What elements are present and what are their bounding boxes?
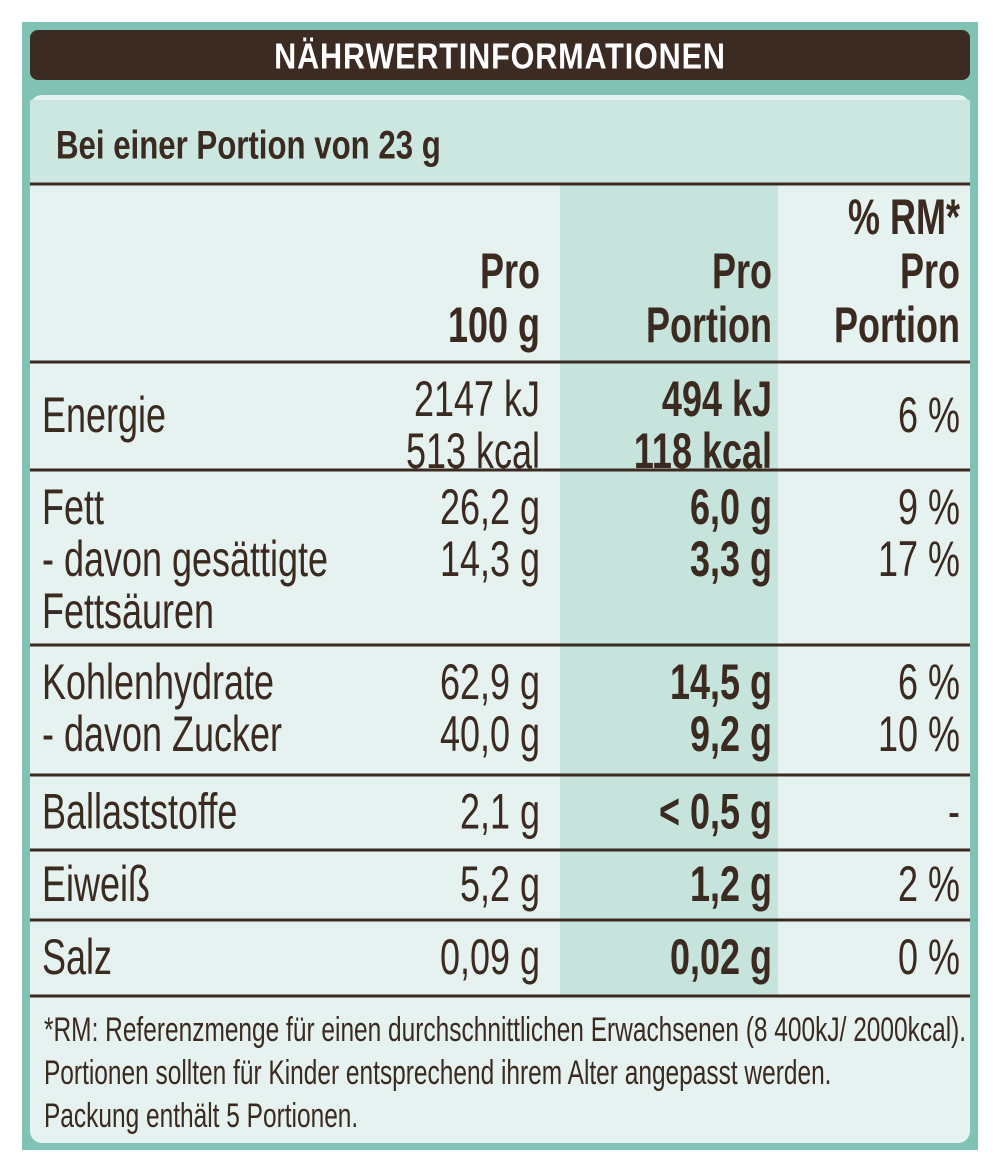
row-label: Ballaststoffe [42, 785, 237, 840]
row-label: Fett [42, 480, 104, 535]
cell-value: 5,2 g [460, 857, 540, 912]
row-label: Salz [42, 930, 112, 985]
cell-value: 40,0 g [440, 707, 540, 762]
row-label: - davon Zucker [42, 707, 282, 762]
row-label: Kohlenhydrate [42, 655, 274, 710]
cell-value: 2 % [898, 857, 960, 912]
subtitle-band [30, 100, 970, 184]
cell-value: 118 kcal [634, 424, 772, 479]
row-label: - davon gesättigte [42, 532, 328, 587]
column-header: Pro [480, 244, 540, 299]
footnote-line: Packung enthält 5 Portionen. [44, 1097, 358, 1135]
row-label: Eiweiß [42, 857, 150, 912]
footnote-line: Portionen sollten für Kinder entsprechen… [44, 1054, 831, 1092]
cell-value: 6,0 g [690, 480, 772, 535]
cell-value: 494 kJ [662, 372, 772, 427]
cell-value: 17 % [878, 532, 960, 587]
cell-value: 513 kcal [406, 424, 540, 479]
header-bar [30, 30, 970, 80]
cell-value: 26,2 g [440, 480, 540, 535]
cell-value: 14,3 g [440, 532, 540, 587]
cell-value: < 0,5 g [659, 785, 772, 840]
column-header: % RM* [848, 190, 960, 245]
cell-value: 0 % [898, 930, 960, 985]
cell-value: 62,9 g [440, 655, 540, 710]
cell-value: 14,5 g [670, 655, 772, 710]
footnote-line: *RM: Referenzmenge für einen durchschnit… [44, 1011, 966, 1049]
column-header: Pro [712, 244, 772, 299]
cell-value: 9 % [898, 480, 960, 535]
cell-value: 0,09 g [440, 930, 540, 985]
cell-value: 10 % [878, 707, 960, 762]
portion-column-band [560, 184, 778, 996]
cell-value: 2147 kJ [414, 372, 540, 427]
subtitle: Bei einer Portion von 23 g [56, 123, 441, 168]
cell-value: - [948, 785, 960, 840]
cell-value: 2,1 g [460, 785, 540, 840]
row-label: Energie [42, 388, 166, 443]
header-title: NÄHRWERTINFORMATIONEN [274, 37, 726, 77]
cell-value: 6 % [898, 655, 960, 710]
column-header: 100 g [448, 298, 540, 353]
cell-value: 3,3 g [690, 532, 772, 587]
column-header: Pro [900, 244, 960, 299]
cell-value: 1,2 g [690, 857, 772, 912]
column-header: Portion [834, 298, 960, 353]
cell-value: 0,02 g [670, 930, 772, 985]
row-label: Fettsäuren [42, 584, 214, 639]
cell-value: 9,2 g [690, 707, 772, 762]
column-header: Portion [646, 298, 772, 353]
cell-value: 6 % [898, 388, 960, 443]
